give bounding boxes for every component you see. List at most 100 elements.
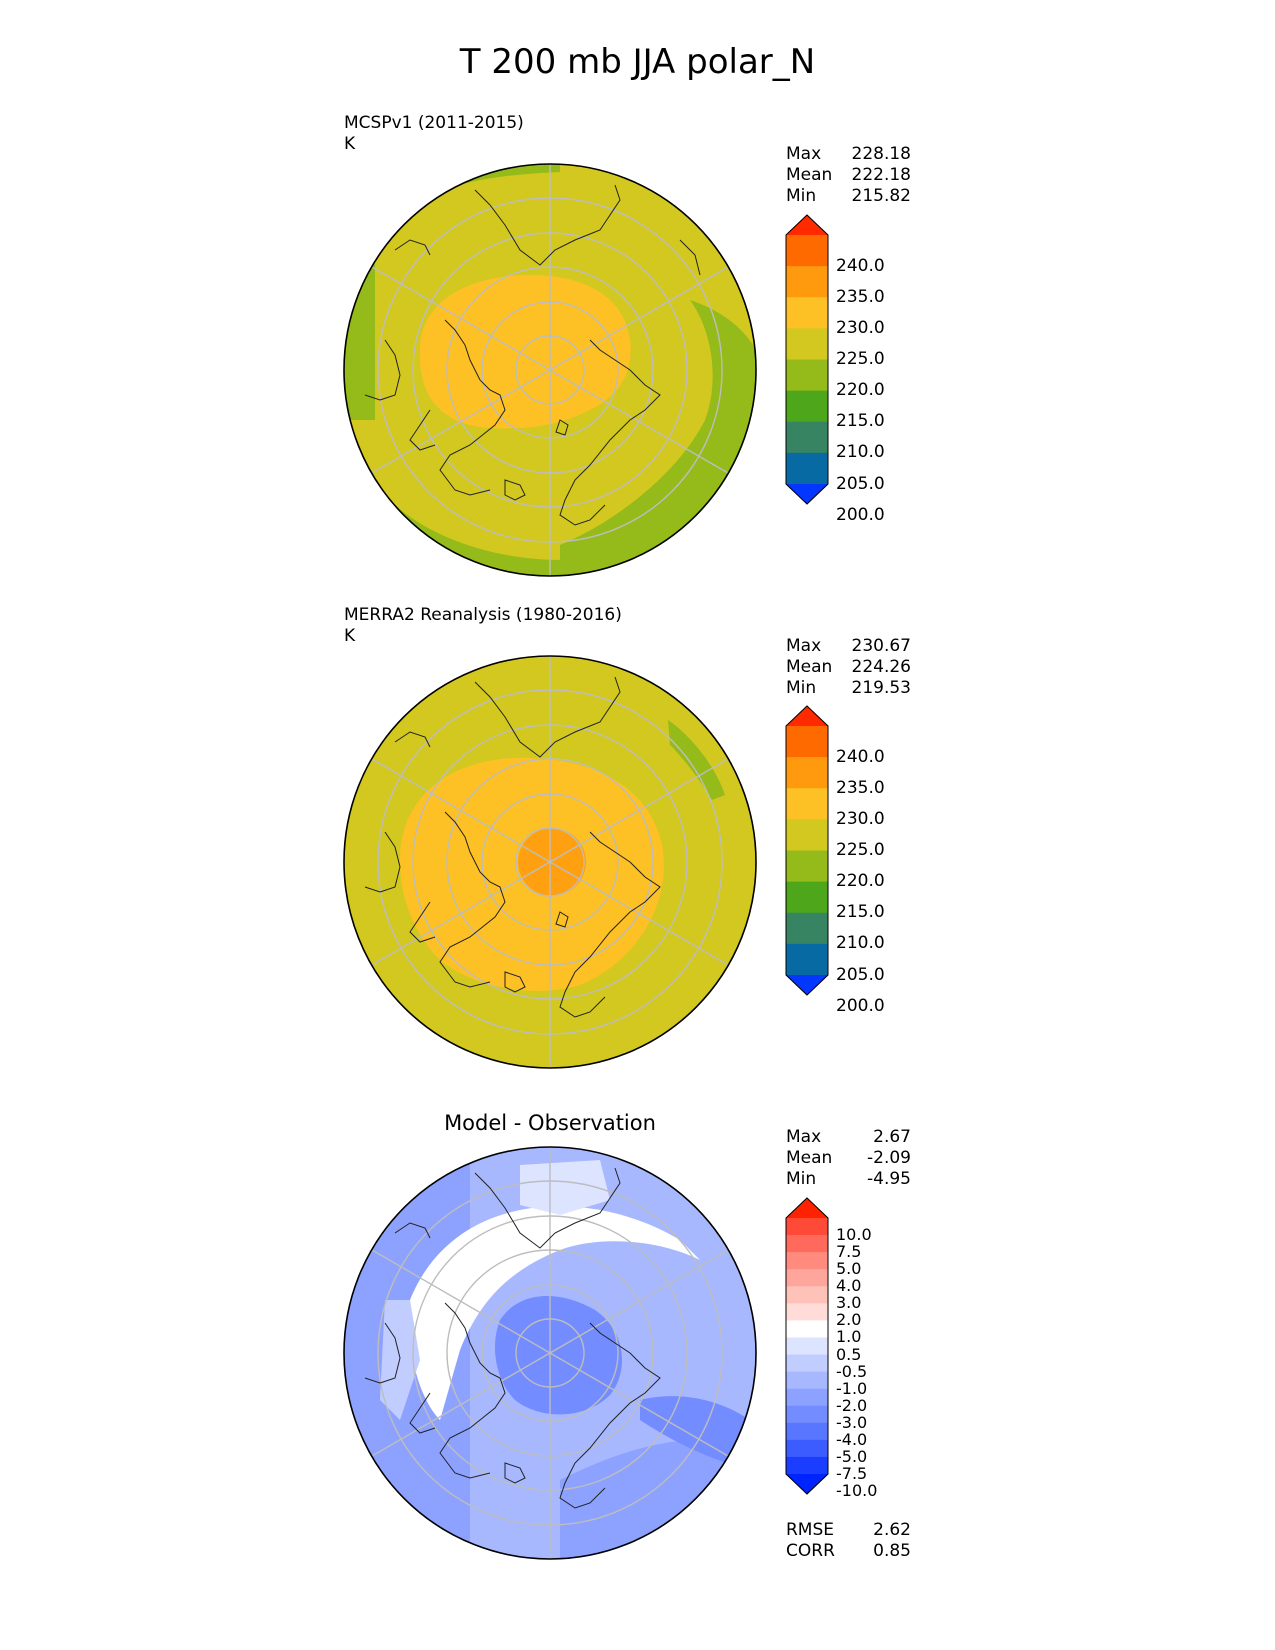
colorbar-segment <box>786 943 828 976</box>
colorbar-tick-label: 205.0 <box>836 964 885 985</box>
stat-value: 230.67 <box>851 636 911 656</box>
colorbar-tick-label: 2.0 <box>836 1310 862 1330</box>
colorbar-segment <box>786 235 828 267</box>
colorbar-segment <box>786 1235 828 1253</box>
stat-label: Mean <box>786 1148 833 1168</box>
colorbar-tick-label: 0.5 <box>836 1344 862 1364</box>
stat-label: Mean <box>786 657 833 677</box>
stat-value: -4.95 <box>867 1169 911 1189</box>
colorbar-tick-label: 230.0 <box>836 317 885 338</box>
colorbar-segment <box>786 726 828 758</box>
colorbar-tick-label: 4.0 <box>836 1276 862 1296</box>
colorbar-segment <box>786 1303 828 1321</box>
colorbar-tick-label: 3.0 <box>836 1293 862 1313</box>
colorbar-segment <box>786 1405 828 1424</box>
colorbar-segment <box>786 1252 828 1270</box>
stat-value: 228.18 <box>851 144 911 164</box>
colorbar-segment <box>786 1286 828 1304</box>
colorbar-tick-label: 220.0 <box>836 871 885 892</box>
figure-title: T 200 mb JJA polar_N <box>459 42 816 82</box>
colorbar-segment <box>786 1337 828 1356</box>
panel3-stats: Max 2.67 Mean -2.09 Min -4.95 <box>786 1127 911 1190</box>
colorbar-segment <box>786 328 828 360</box>
colorbar-segment <box>786 1439 828 1458</box>
colorbar-outline <box>785 1197 829 1495</box>
stat-label: Min <box>786 678 817 698</box>
colorbar-segment <box>786 1354 828 1373</box>
panel3-metrics: RMSE 2.62 CORR 0.85 <box>786 1520 911 1562</box>
colorbar-segment <box>786 1456 828 1475</box>
colorbar-segment <box>786 452 828 485</box>
panel2-units: K <box>344 626 356 646</box>
stat-label: Max <box>786 1127 822 1147</box>
colorbar-segment <box>786 912 828 945</box>
colorbar-tick-label: 220.0 <box>836 380 885 401</box>
colorbar-tick-label: -1.0 <box>836 1378 868 1398</box>
colorbar-tick-label: 215.0 <box>836 902 885 923</box>
colorbar-tick-label: 200.0 <box>836 504 885 525</box>
colorbar-tick-label: -3.0 <box>836 1412 868 1432</box>
colorbar-tick-label: -10.0 <box>836 1481 878 1501</box>
metric-value: 2.62 <box>873 1520 911 1540</box>
colorbar-tick-label: 205.0 <box>836 473 885 494</box>
colorbar-extend-min <box>786 484 828 504</box>
stat-label: Min <box>786 186 817 206</box>
colorbar-segment <box>786 1422 828 1441</box>
stat-value: 224.26 <box>851 657 911 677</box>
colorbar-tick-label: -0.5 <box>836 1361 868 1381</box>
stat-value: 219.53 <box>851 678 911 698</box>
colorbar-segment <box>786 359 828 392</box>
colorbar-tick-label: 10.0 <box>836 1225 872 1245</box>
stat-value: -2.09 <box>867 1148 911 1168</box>
colorbar-tick-label: 1.0 <box>836 1327 862 1347</box>
colorbar-segment <box>786 788 828 820</box>
stat-label: Min <box>786 1169 817 1189</box>
colorbar-segment <box>786 1218 828 1236</box>
colorbar-tick-label: 215.0 <box>836 411 885 432</box>
colorbar-segment <box>786 1388 828 1407</box>
colorbar-tick-label: 235.0 <box>836 286 885 307</box>
colorbar-outline <box>785 214 829 505</box>
stat-value: 215.82 <box>851 186 911 206</box>
metric-label: CORR <box>786 1541 835 1561</box>
colorbar-extend-max <box>786 215 828 235</box>
metric-label: RMSE <box>786 1520 835 1540</box>
stat-value: 222.18 <box>851 165 911 185</box>
colorbar-tick-label: 230.0 <box>836 808 885 829</box>
colorbar-tick-label: 7.5 <box>836 1242 862 1262</box>
colorbar-tick-label: 210.0 <box>836 933 885 954</box>
colorbar-tick-label: 225.0 <box>836 840 885 860</box>
panel1-units: K <box>344 134 356 154</box>
colorbar-tick-label: -4.0 <box>836 1429 868 1449</box>
colorbar-segment <box>786 850 828 883</box>
colorbar-segment <box>786 297 828 329</box>
colorbar-extend-max <box>786 706 828 726</box>
colorbar-segment <box>786 757 828 789</box>
stat-label: Mean <box>786 165 833 185</box>
colorbar-segment <box>786 266 828 298</box>
colorbar-tick-label: 240.0 <box>836 746 885 767</box>
metric-value: 0.85 <box>873 1541 911 1561</box>
colorbar-segment <box>786 819 828 851</box>
colorbar-tick-label: 235.0 <box>836 777 885 798</box>
panel1-stats: Max 228.18 Mean 222.18 Min 215.82 <box>786 144 911 207</box>
stat-value: 2.67 <box>873 1127 911 1147</box>
colorbar-tick-label: -5.0 <box>836 1446 868 1466</box>
colorbar-segment <box>786 421 828 454</box>
colorbar-extend-max <box>786 1198 828 1218</box>
colorbar-outline <box>785 705 829 996</box>
colorbar-extend-min <box>786 975 828 995</box>
stat-label: Max <box>786 144 822 164</box>
colorbar-segment <box>786 1269 828 1287</box>
colorbar-tick-label: 225.0 <box>836 349 885 369</box>
panel3-title: Model - Observation <box>444 1111 656 1135</box>
colorbar-tick-label: 200.0 <box>836 995 885 1016</box>
colorbar-tick-label: -2.0 <box>836 1395 868 1415</box>
colorbar-tick-label: 240.0 <box>836 255 885 276</box>
colorbar-segment <box>786 390 828 423</box>
stat-label: Max <box>786 636 822 656</box>
colorbar-segment <box>786 881 828 914</box>
